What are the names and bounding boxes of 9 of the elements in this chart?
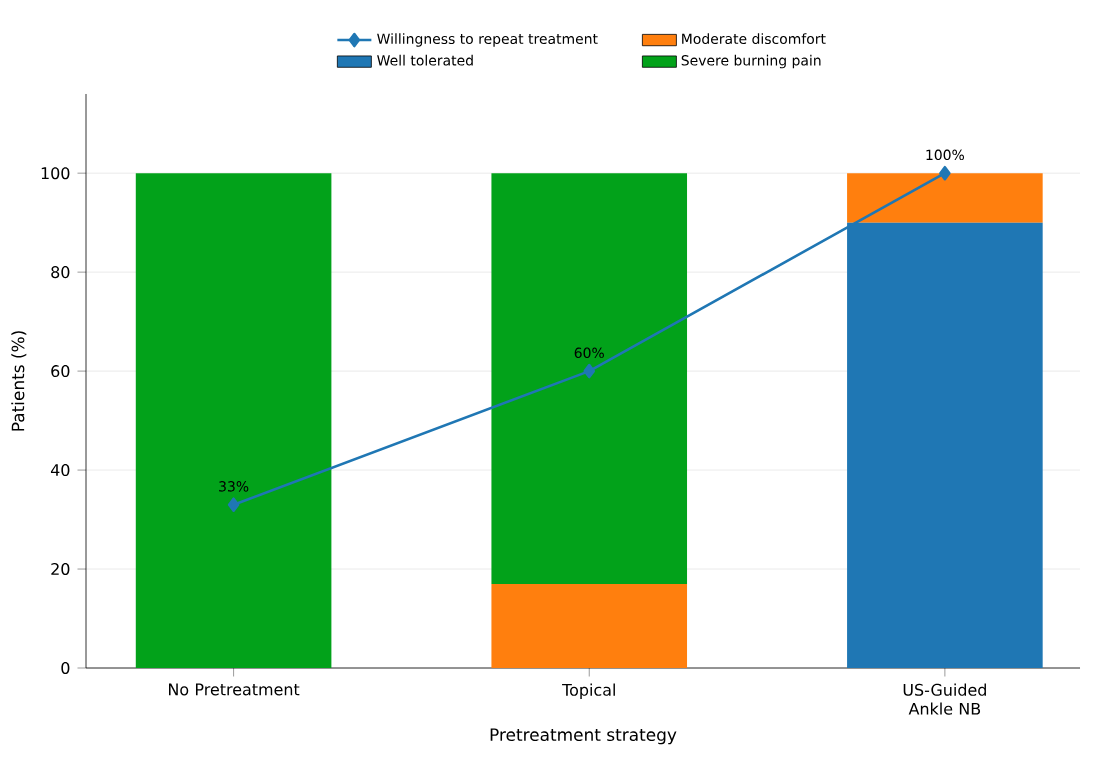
bar xyxy=(135,173,332,668)
bar xyxy=(491,583,688,668)
bar xyxy=(491,173,688,584)
point xyxy=(583,363,596,379)
y-axis-title: Patients (%) xyxy=(11,331,27,431)
point xyxy=(939,165,951,181)
x-axis-title: Pretreatment strategy xyxy=(490,728,677,745)
point xyxy=(227,497,240,512)
bar xyxy=(847,173,1043,223)
